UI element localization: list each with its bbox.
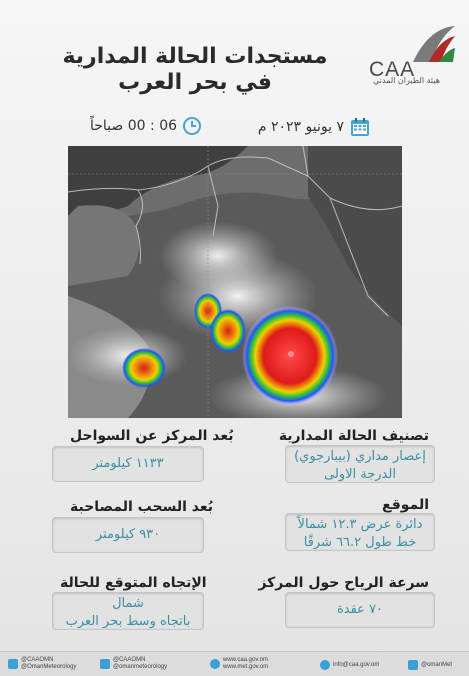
time-text: 06 : 00 صباحاً bbox=[90, 118, 178, 134]
distance-clouds-heading: بُعد السحب المصاحبة bbox=[70, 499, 213, 515]
footer-web[interactable]: www.caa.gov.om www.met.gov.om bbox=[210, 657, 268, 670]
time-group: 06 : 00 صباحاً bbox=[90, 117, 202, 135]
wind-speed-heading: سرعة الرياح حول المركز bbox=[258, 575, 429, 591]
facebook-handle: @omanMet bbox=[421, 661, 453, 668]
website-2: www.met.gov.om bbox=[223, 663, 269, 670]
classification-heading: تصنيف الحالة المدارية bbox=[278, 428, 429, 444]
distance-coast-heading: بُعد المركز عن السواحل bbox=[70, 428, 234, 444]
footer-facebook[interactable]: @omanMet bbox=[408, 660, 452, 670]
distance-clouds-value: ٩٣٠ كيلومتر bbox=[95, 527, 161, 542]
facebook-icon bbox=[408, 660, 418, 670]
title-line-2: في بحر العرب bbox=[118, 69, 272, 95]
location-latitude: دائرة عرض ١٢.٣ شمالاً bbox=[297, 517, 423, 532]
website-1: www.caa.gov.om bbox=[223, 657, 268, 663]
browser-icon bbox=[210, 658, 220, 669]
satellite-image bbox=[68, 146, 402, 418]
footer-instagram[interactable]: @CAAOMN @omanmeteorology bbox=[100, 657, 167, 670]
twitter-handle-2: @OmanMeteorology bbox=[21, 663, 77, 670]
distance-coast-value: ١١٣٣ كيلومتر bbox=[92, 456, 164, 471]
instagram-icon bbox=[100, 658, 110, 669]
caa-logo: CAA هيئة الطيران المدني bbox=[365, 24, 457, 85]
email-address: info@caa.gov.om bbox=[333, 661, 380, 668]
page-title: مستجدات الحالة المدارية في بحر العرب bbox=[40, 44, 350, 96]
direction-line-1: شمال bbox=[112, 596, 144, 611]
twitter-handle-1: @CAAOMN bbox=[21, 657, 54, 663]
wind-speed-value: ٧٠ عقدة bbox=[336, 602, 384, 617]
location-longitude: خط طول ٦٦.٢ شرقًا bbox=[303, 534, 417, 550]
instagram-handle-2: @omanmeteorology bbox=[113, 663, 168, 670]
footer: @CAAOMN @OmanMeteorology @CAAOMN @omanmete… bbox=[0, 651, 469, 676]
instagram-handle-1: @CAAOMN bbox=[113, 657, 146, 663]
location-card: دائرة عرض ١٢.٣ شمالاً خط طول ٦٦.٢ شرقًا bbox=[285, 513, 435, 551]
location-heading: الموقع bbox=[382, 497, 429, 513]
date-text: ٧ يونيو ٢٠٢٣ م bbox=[257, 119, 344, 135]
classification-line-1: إعصار مداري (بيبارجوي) bbox=[294, 449, 426, 464]
date-group: ٧ يونيو ٢٠٢٣ م bbox=[258, 117, 370, 137]
footer-email[interactable]: info@caa.gov.om bbox=[320, 660, 379, 670]
clock-icon bbox=[183, 117, 202, 135]
logo-wordmark: CAA bbox=[369, 58, 416, 81]
date-time-bar: ٧ يونيو ٢٠٢٣ م 06 : 00 صباحاً bbox=[90, 117, 370, 139]
direction-card: شمال باتجاه وسط بحر العرب bbox=[52, 592, 204, 630]
direction-line-2: باتجاه وسط بحر العرب bbox=[65, 613, 191, 629]
classification-card: إعصار مداري (بيبارجوي) الدرجة الاولى bbox=[285, 445, 435, 483]
logo-subtitle: هيئة الطيران المدني bbox=[373, 76, 440, 85]
twitter-icon bbox=[8, 658, 18, 669]
distance-coast-card: ١١٣٣ كيلومتر bbox=[52, 446, 204, 482]
caa-logo-icon bbox=[413, 26, 455, 62]
title-line-1: مستجدات الحالة المدارية bbox=[62, 44, 328, 69]
footer-twitter[interactable]: @CAAOMN @OmanMeteorology bbox=[8, 657, 76, 670]
wind-speed-card: ٧٠ عقدة bbox=[285, 592, 435, 628]
email-icon bbox=[320, 660, 330, 670]
calendar-icon bbox=[351, 118, 369, 136]
distance-clouds-card: ٩٣٠ كيلومتر bbox=[52, 517, 204, 553]
classification-line-2: الدرجة الاولى bbox=[324, 466, 396, 482]
direction-heading: الإتجاه المتوقع للحالة bbox=[60, 575, 207, 591]
